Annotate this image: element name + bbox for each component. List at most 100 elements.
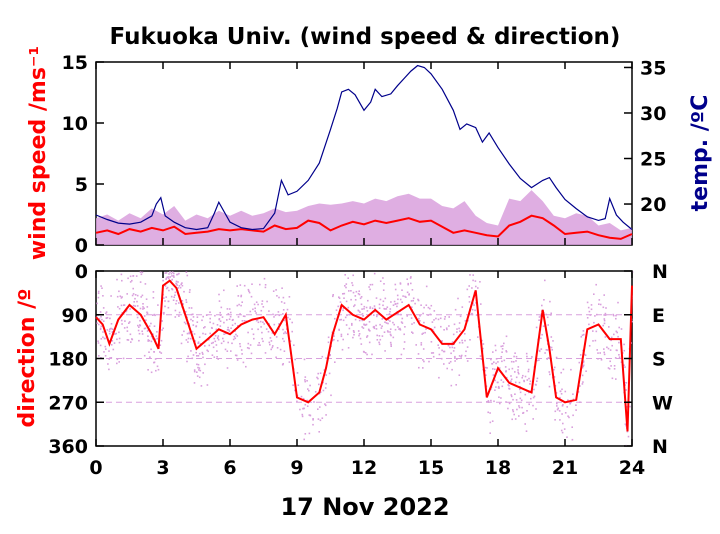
direction-sample-point bbox=[240, 304, 242, 307]
direction-sample-point bbox=[165, 277, 168, 280]
direction-sample-point bbox=[129, 281, 132, 283]
direction-sample-point bbox=[528, 377, 530, 380]
direction-sample-point bbox=[188, 307, 191, 309]
date-axis-label: 17 Nov 2022 bbox=[280, 493, 449, 521]
direction-sample-point bbox=[528, 403, 530, 406]
direction-sample-point bbox=[561, 413, 563, 415]
direction-sample-point bbox=[345, 300, 348, 303]
direction-sample-point bbox=[312, 418, 314, 420]
time-tick-label: 18 bbox=[485, 457, 511, 479]
direction-sample-point bbox=[519, 397, 522, 400]
direction-sample-point bbox=[587, 306, 590, 309]
direction-sample-point bbox=[153, 361, 155, 364]
direction-sample-point bbox=[240, 295, 242, 298]
direction-sample-point bbox=[427, 306, 430, 309]
direction-sample-point bbox=[292, 384, 294, 386]
direction-sample-point bbox=[510, 378, 513, 381]
direction-sample-point bbox=[172, 299, 175, 301]
direction-sample-point bbox=[524, 375, 527, 378]
direction-sample-point bbox=[146, 312, 149, 315]
direction-sample-point bbox=[161, 320, 163, 322]
direction-sample-point bbox=[288, 296, 291, 298]
direction-sample-point bbox=[219, 314, 222, 316]
direction-sample-point bbox=[121, 296, 123, 298]
direction-sample-point bbox=[457, 297, 459, 300]
direction-sample-point bbox=[344, 316, 347, 319]
direction-sample-point bbox=[134, 305, 137, 307]
direction-sample-point bbox=[581, 383, 584, 385]
direction-sample-point bbox=[403, 348, 405, 350]
direction-sample-point bbox=[274, 314, 277, 316]
direction-sample-point bbox=[110, 327, 112, 330]
direction-sample-point bbox=[361, 308, 363, 310]
direction-sample-point bbox=[212, 322, 215, 325]
direction-sample-point bbox=[193, 333, 196, 335]
direction-sample-point bbox=[597, 352, 599, 354]
direction-sample-point bbox=[497, 361, 499, 363]
direction-sample-point bbox=[563, 428, 566, 430]
direction-sample-point bbox=[131, 294, 134, 297]
direction-sample-point bbox=[413, 322, 415, 324]
direction-sample-point bbox=[98, 323, 100, 326]
direction-sample-point bbox=[564, 412, 567, 414]
direction-sample-point bbox=[501, 351, 503, 353]
direction-sample-point bbox=[514, 381, 517, 384]
direction-sample-point bbox=[515, 376, 518, 379]
direction-sample-point bbox=[411, 289, 414, 291]
direction-sample-point bbox=[263, 323, 265, 325]
direction-sample-point bbox=[450, 384, 453, 387]
direction-sample-point bbox=[136, 300, 138, 303]
direction-sample-point bbox=[494, 368, 496, 371]
direction-sample-point bbox=[186, 332, 189, 335]
direction-sample-point bbox=[353, 305, 355, 308]
direction-sample-point bbox=[550, 336, 553, 338]
direction-sample-point bbox=[464, 320, 467, 322]
direction-sample-point bbox=[464, 333, 466, 335]
direction-sample-point bbox=[195, 325, 198, 327]
direction-sample-point bbox=[385, 308, 388, 310]
direction-sample-point bbox=[262, 321, 264, 323]
direction-sample-point bbox=[253, 337, 255, 340]
direction-sample-point bbox=[584, 354, 587, 356]
direction-sample-point bbox=[389, 331, 391, 333]
direction-sample-point bbox=[109, 328, 111, 330]
direction-sample-point bbox=[339, 301, 342, 303]
direction-sample-point bbox=[438, 347, 440, 349]
direction-sample-point bbox=[362, 315, 364, 317]
direction-sample-point bbox=[283, 340, 285, 343]
direction-sample-point bbox=[198, 367, 201, 369]
direction-sample-point bbox=[511, 367, 514, 370]
direction-sample-point bbox=[420, 304, 422, 306]
direction-sample-point bbox=[229, 311, 232, 314]
direction-sample-point bbox=[616, 331, 618, 334]
direction-sample-point bbox=[456, 331, 458, 333]
direction-sample-point bbox=[430, 352, 433, 354]
direction-sample-point bbox=[173, 296, 175, 298]
direction-sample-point bbox=[234, 354, 237, 357]
direction-sample-point bbox=[460, 356, 462, 358]
direction-sample-point bbox=[267, 330, 270, 333]
direction-sample-point bbox=[358, 334, 360, 337]
direction-sample-point bbox=[261, 303, 263, 305]
direction-sample-point bbox=[593, 293, 595, 295]
direction-sample-point bbox=[401, 322, 404, 324]
direction-sample-point bbox=[400, 313, 402, 316]
direction-sample-point bbox=[479, 281, 481, 283]
direction-sample-point bbox=[446, 367, 448, 370]
direction-sample-point bbox=[152, 291, 155, 293]
direction-sample-point bbox=[461, 342, 464, 344]
direction-sample-point bbox=[163, 297, 165, 299]
chart-title: Fukuoka Univ. (wind speed & direction) bbox=[110, 24, 621, 50]
direction-sample-point bbox=[282, 363, 284, 365]
direction-sample-point bbox=[116, 338, 118, 341]
direction-sample-point bbox=[497, 381, 499, 384]
direction-sample-point bbox=[399, 298, 402, 301]
direction-sample-point bbox=[489, 412, 491, 414]
direction-sample-point bbox=[575, 404, 577, 406]
direction-sample-point bbox=[525, 430, 528, 432]
direction-sample-point bbox=[396, 305, 398, 308]
direction-sample-point bbox=[223, 321, 225, 324]
direction-sample-point bbox=[374, 307, 376, 310]
direction-sample-point bbox=[247, 288, 250, 291]
